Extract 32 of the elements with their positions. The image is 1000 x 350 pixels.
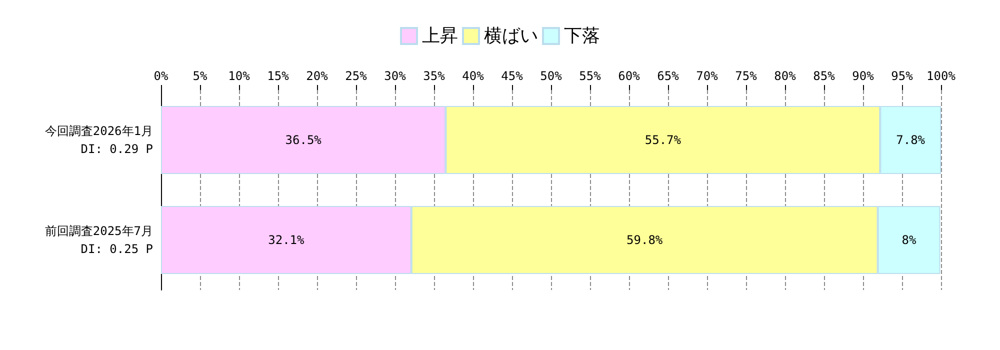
legend-label: 下落 [564,26,600,46]
y-tick-label: 前回調査2025年7月 DI: 0.25 P [44,224,153,256]
x-tick-label: 10% [228,69,251,83]
x-tick-label: 65% [657,69,680,83]
x-tick-label: 25% [345,69,368,83]
legend-label: 上昇 [422,26,458,46]
x-tick-label: 55% [579,69,602,83]
data-label: 7.8% [896,133,926,147]
x-tick-label: 15% [267,69,290,83]
x-tick-label: 90% [852,69,875,83]
x-tick-label: 70% [696,69,719,83]
data-label: 55.7% [644,133,682,147]
x-tick-label: 40% [462,69,485,83]
data-label: 32.1% [268,233,306,247]
x-tick-label: 75% [735,69,758,83]
x-tick-label: 95% [891,69,914,83]
x-tick-label: 5% [192,69,208,83]
x-tick-label: 85% [813,69,836,83]
x-tick-label: 100% [926,69,956,83]
y-tick-label: 今回調査2026年1月 DI: 0.29 P [44,124,153,156]
x-tick-label: 20% [306,69,329,83]
data-label: 8% [902,233,918,247]
x-tick-label: 30% [384,69,407,83]
data-label: 59.8% [626,233,664,247]
x-tick-label: 0% [154,69,169,83]
legend-label: 横ばい [484,26,538,46]
x-tick-label: 60% [618,69,641,83]
x-tick-label: 35% [423,69,446,83]
x-tick-label: 80% [774,69,797,83]
x-tick-label: 50% [540,69,563,83]
x-tick-label: 45% [501,69,524,83]
data-label: 36.5% [285,133,322,147]
